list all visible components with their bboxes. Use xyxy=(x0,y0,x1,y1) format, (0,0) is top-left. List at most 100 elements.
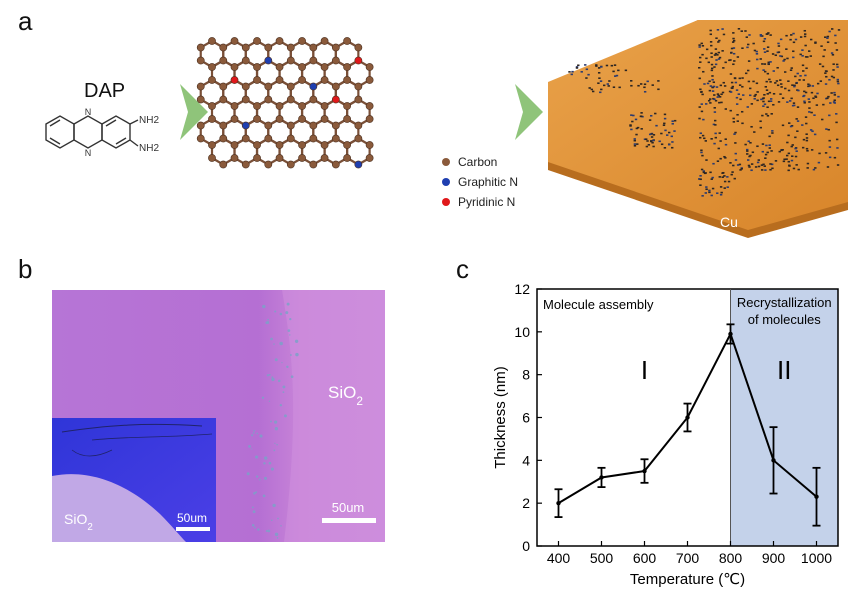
adsorbed-molecule xyxy=(646,140,649,142)
adsorbed-molecule xyxy=(769,100,773,102)
speckle xyxy=(282,385,286,389)
adsorbed-molecule xyxy=(740,110,744,113)
speckle xyxy=(255,491,258,494)
adsorbed-molecule xyxy=(835,49,839,51)
adsorbed-molecule xyxy=(699,184,702,187)
adsorbed-molecule xyxy=(610,64,614,67)
adsorbed-molecule xyxy=(810,91,814,94)
lattice-atom xyxy=(331,82,340,91)
adsorbed-molecule xyxy=(794,38,798,41)
adsorbed-molecule xyxy=(767,100,771,103)
adsorbed-molecule xyxy=(787,80,790,82)
adsorbed-molecule xyxy=(805,139,809,142)
adsorbed-molecule xyxy=(729,59,732,61)
adsorbed-molecule xyxy=(766,93,769,95)
cu-substrate-render: Cu xyxy=(548,20,848,238)
lattice-atom xyxy=(253,63,261,71)
adsorbed-molecule xyxy=(646,80,649,83)
adsorbed-molecule xyxy=(795,150,798,152)
speckle xyxy=(267,318,269,321)
adsorbed-molecule xyxy=(828,114,831,117)
speckle xyxy=(266,320,270,324)
adsorbed-molecule xyxy=(595,64,598,66)
adsorbed-molecule xyxy=(756,91,759,93)
adsorbed-molecule xyxy=(790,34,793,36)
adsorbed-molecule xyxy=(716,192,719,195)
adsorbed-molecule xyxy=(647,144,651,146)
adsorbed-molecule xyxy=(770,113,773,115)
adsorbed-molecule xyxy=(607,85,610,87)
lattice-atom xyxy=(230,37,239,45)
adsorbed-molecule xyxy=(645,145,649,148)
adsorbed-molecule xyxy=(716,160,720,162)
speckle xyxy=(266,374,270,377)
adsorbed-molecule xyxy=(617,69,620,72)
adsorbed-molecule xyxy=(635,127,639,130)
adsorbed-molecule xyxy=(724,108,727,110)
lattice-atom xyxy=(365,102,374,110)
adsorbed-molecule xyxy=(796,120,800,122)
adsorbed-molecule xyxy=(729,73,733,75)
adsorbed-molecule xyxy=(808,101,811,103)
adsorbed-molecule xyxy=(598,77,601,79)
adsorbed-molecule xyxy=(832,101,836,103)
adsorbed-molecule xyxy=(718,96,722,98)
adsorbed-molecule xyxy=(794,155,798,158)
adsorbed-molecule xyxy=(639,83,643,85)
speckle xyxy=(295,352,299,357)
adsorbed-molecule xyxy=(767,61,770,64)
adsorbed-molecule xyxy=(776,84,780,87)
adsorbed-molecule xyxy=(834,42,837,44)
data-point xyxy=(685,415,690,420)
adsorbed-molecule xyxy=(736,56,740,58)
speckle xyxy=(274,427,279,431)
lattice-atom xyxy=(196,95,205,104)
adsorbed-molecule xyxy=(624,69,628,72)
adsorbed-molecule xyxy=(832,76,836,79)
lattice-atom xyxy=(298,37,306,45)
adsorbed-molecule xyxy=(713,54,717,56)
lattice-atom xyxy=(343,63,351,71)
speckle xyxy=(274,442,276,444)
carbon-legend-marker xyxy=(442,158,450,166)
adsorbed-molecule xyxy=(823,49,826,51)
adsorbed-molecule xyxy=(714,99,718,102)
adsorbed-molecule xyxy=(748,34,751,36)
adsorbed-molecule xyxy=(723,180,727,183)
adsorbed-molecule xyxy=(797,168,800,171)
adsorbed-molecule xyxy=(722,81,725,84)
adsorbed-molecule xyxy=(825,70,828,73)
adsorbed-molecule xyxy=(810,149,814,151)
adsorbed-molecule xyxy=(630,128,633,131)
adsorbed-molecule xyxy=(787,160,790,163)
adsorbed-molecule xyxy=(799,36,803,38)
adsorbed-molecule xyxy=(756,67,759,70)
adsorbed-molecule xyxy=(833,99,836,102)
adsorbed-molecule xyxy=(698,56,702,59)
adsorbed-molecule xyxy=(698,44,701,46)
data-point xyxy=(556,500,561,506)
adsorbed-molecule xyxy=(750,163,754,165)
adsorbed-molecule xyxy=(814,167,817,169)
adsorbed-molecule xyxy=(817,161,821,164)
adsorbed-molecule xyxy=(765,113,768,115)
adsorbed-molecule xyxy=(752,80,755,83)
y-tick-label: 2 xyxy=(522,495,530,511)
x-tick-label: 1000 xyxy=(801,550,832,566)
adsorbed-molecule xyxy=(735,96,739,99)
adsorbed-molecule xyxy=(792,167,796,170)
adsorbed-molecule xyxy=(763,38,767,40)
adsorbed-molecule xyxy=(713,119,717,122)
adsorbed-molecule xyxy=(761,35,764,37)
lattice-atom xyxy=(309,134,318,143)
lattice-atom xyxy=(208,102,216,110)
lattice-atom xyxy=(230,102,239,110)
adsorbed-molecule xyxy=(648,133,652,136)
speckle xyxy=(267,529,271,533)
speckle xyxy=(294,339,299,343)
adsorbed-molecule xyxy=(779,55,782,57)
adsorbed-molecule xyxy=(764,169,767,171)
speckle xyxy=(262,494,266,498)
adsorbed-molecule xyxy=(802,95,805,98)
adsorbed-molecule xyxy=(700,149,703,152)
